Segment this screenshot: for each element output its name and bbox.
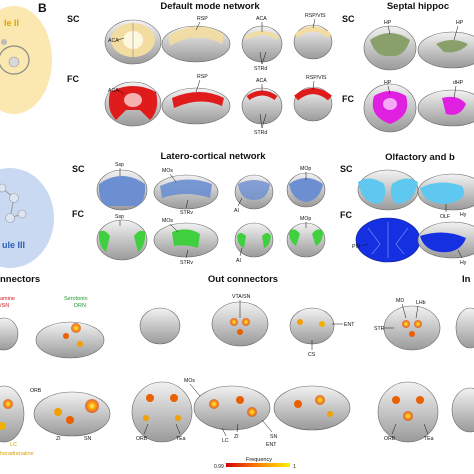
latero-fc-label-mop: MOp: [300, 216, 311, 222]
out-coronal-view-3: [289, 307, 335, 345]
out-label-ent: ENT: [344, 322, 355, 328]
out-label-zi: ZI: [234, 434, 239, 440]
septal-sc-label-hp: HP: [384, 20, 392, 26]
out-label-orb: ORB: [136, 436, 148, 442]
dmn-sc-label-rspvis: RSP/VIS: [305, 13, 326, 19]
dmn-fc-label-strd: STRd: [254, 130, 267, 136]
colorbar-min: 0.99: [214, 464, 224, 470]
dmn-title: Default mode network: [160, 1, 260, 12]
out-connectors-title: Out connectors: [208, 274, 278, 285]
septal-panel: Septal hippoc SC FC HP HP HP dHP: [342, 1, 474, 133]
left-label-zi: ZI: [56, 436, 61, 442]
in-label-lhb: LHb: [416, 300, 426, 306]
olfactory-title: Olfactory and b: [385, 152, 455, 163]
module-3-blob: [0, 168, 54, 268]
colorbar-title: Frequency: [246, 457, 272, 463]
node-icon: [8, 56, 20, 68]
dmn-fc-label-rspvis: RSP/VIS: [306, 75, 327, 81]
in-label-tea: TEa: [424, 436, 434, 442]
in-coronal-view-2: [455, 307, 474, 349]
panel-letter: B: [38, 1, 47, 15]
label-vta-sn: /SN: [0, 303, 9, 309]
latero-top-view-fc: [96, 219, 148, 261]
olfactory-row-sc: SC: [340, 164, 353, 174]
olfactory-sc-label-hy: Hy: [460, 212, 467, 218]
septal-row-fc: FC: [342, 94, 354, 104]
latero-sc-label-mop: MOp: [300, 166, 311, 172]
in-side-view: [451, 387, 474, 433]
out-label-sn: SN: [270, 434, 277, 440]
connectors-title-left: nnectors: [0, 274, 40, 285]
left-top-view-bottom: [0, 385, 25, 443]
in-label-orb: ORB: [384, 436, 396, 442]
dmn-panel: Default mode network SC FC ACA RSP ACA R…: [67, 1, 333, 136]
out-label-tea: TEa: [176, 436, 186, 442]
colorbar-max: 1: [293, 464, 296, 470]
olfactory-panel: Olfactory and b SC FC OLF Hy PIR Hy: [340, 152, 474, 266]
module-diagram-left: le II ule III: [0, 6, 54, 268]
latero-coronal-view-fc: [234, 222, 274, 258]
dmn-sc-label-strd: STRd: [254, 66, 267, 72]
latero-title: Latero-cortical network: [160, 151, 266, 162]
latero-sc-label-mos: MOs: [162, 168, 173, 174]
septal-row-sc: SC: [342, 14, 355, 24]
out-label-vtasn: VTA/SN: [232, 294, 251, 300]
latero-row-fc: FC: [72, 209, 84, 219]
dmn-row-fc: FC: [67, 74, 79, 84]
dmn-fc-label-rsp: RSP: [197, 74, 208, 80]
latero-sc-label-ssp: Ssp: [115, 162, 124, 168]
left-label-sn: SN: [84, 436, 91, 442]
latero-fc-label-ai: AI: [236, 258, 241, 264]
latero-fc-label-mos: MOs: [162, 218, 173, 224]
left-side-view-bottom: [33, 391, 111, 437]
module-2-blob: [0, 6, 52, 114]
out-side-view-1: [193, 385, 271, 431]
latero-row-sc: SC: [72, 164, 85, 174]
septal-fc-label-hp: HP: [384, 80, 392, 86]
label-drn: DRN: [74, 303, 86, 309]
in-connectors-left-panel: nnectors amine /SN Serotonin DRN ORB ZI …: [0, 274, 111, 457]
dmn-fc-label-aca: ACA: [108, 88, 119, 94]
olfactory-sc-label-olf: OLF: [440, 214, 450, 220]
dmn-sc-label-aca: ACA: [108, 38, 119, 44]
module-2-label: le II: [4, 18, 19, 28]
out-top-view: [131, 381, 193, 443]
septal-sc-label-hp2: HP: [456, 20, 464, 26]
out-label-lc: LC: [222, 438, 229, 444]
left-label-orb: ORB: [30, 388, 42, 394]
out-label-cs: CS: [308, 352, 316, 358]
in-label-str: STR: [374, 326, 385, 332]
septal-fc-label-dhp: dHP: [453, 80, 464, 86]
septal-title: Septal hippoc: [387, 1, 449, 12]
left-coronal-view: [0, 317, 19, 351]
module-3-label: ule III: [2, 240, 25, 250]
olfactory-fc-label-pir: PIR: [352, 244, 361, 250]
latero-sc-label-ai: AI: [234, 208, 239, 214]
dmn-row-sc: SC: [67, 14, 80, 24]
label-serotonin: Serotonin: [64, 296, 88, 302]
in-label-md: MD: [396, 298, 404, 304]
left-side-view: [35, 321, 105, 359]
olfactory-row-fc: FC: [340, 210, 352, 220]
label-lc: LC: [10, 442, 17, 448]
label-dopamine: amine: [0, 296, 15, 302]
latero-sc-label-strv: STRv: [180, 210, 193, 216]
dmn-sc-label-aca2: ACA: [256, 16, 267, 22]
colorbar-gradient: [226, 463, 290, 467]
olfactory-fc-label-hy: Hy: [460, 260, 467, 266]
out-coronal-view-1: [139, 307, 181, 345]
latero-panel: Latero-cortical network SC FC Ssp MOs ST…: [72, 151, 326, 266]
dmn-sc-label-rsp: RSP: [197, 16, 208, 22]
in-connectors-title: In: [462, 274, 471, 285]
dmn-fc-label-aca2: ACA: [256, 78, 267, 84]
label-noradrenaline: horadrenaline: [0, 451, 34, 457]
latero-fc-label-strv: STRv: [180, 260, 193, 266]
out-label-ent2: ENT: [266, 442, 277, 448]
in-connectors-right-panel: In MD LHb STR ORB TEa: [374, 274, 474, 443]
latero-fc-label-ssp: Ssp: [115, 214, 124, 220]
out-side-view-2: [273, 385, 351, 431]
out-label-mos: MOs: [184, 378, 195, 384]
out-connectors-panel: Out connectors VTA/SN ENT CS MOs ORB TEa: [131, 274, 355, 470]
